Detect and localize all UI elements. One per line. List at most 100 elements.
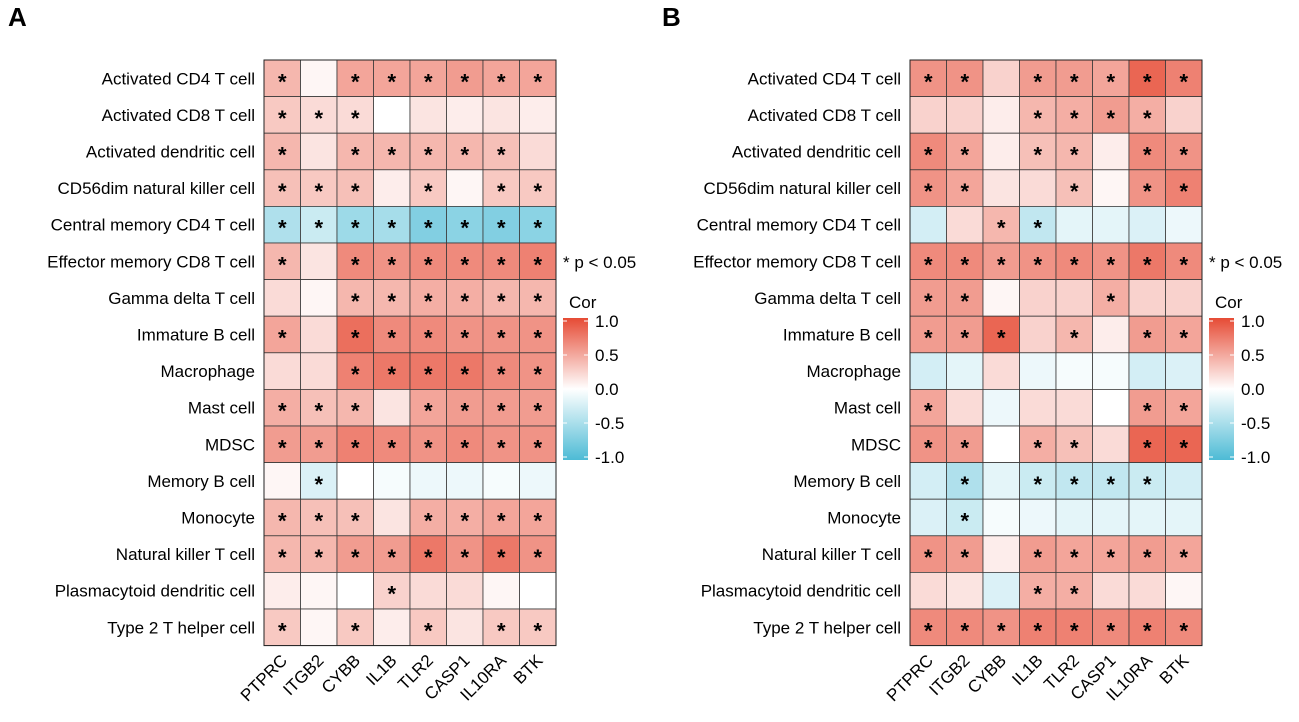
heatmap-cell [446, 572, 484, 610]
heatmap-cell [409, 425, 447, 463]
heatmap-cell [946, 388, 984, 427]
heatmap-cell [1092, 279, 1130, 317]
significance-star: * [1033, 618, 1042, 643]
heatmap-cell [1165, 352, 1203, 390]
row-label: Gamma delta T cell [108, 289, 255, 308]
significance-star: * [278, 179, 287, 204]
significance-star: * [1033, 69, 1042, 94]
heatmap-cell [373, 572, 411, 610]
heatmap-cell [409, 352, 447, 390]
significance-star: * [997, 618, 1006, 643]
significance-star: * [278, 216, 287, 241]
heatmap-cell [336, 388, 374, 427]
heatmap-cell [1092, 132, 1130, 171]
heatmap-cell [1092, 388, 1130, 427]
heatmap-cell [982, 535, 1020, 573]
significance-star: * [278, 435, 287, 460]
heatmap-cell [300, 352, 338, 390]
significance-star: * [351, 106, 360, 131]
heatmap-cell [300, 462, 338, 500]
heatmap-cell [1092, 425, 1130, 463]
column-label: BTK [1156, 651, 1193, 688]
significance-star: * [460, 399, 469, 424]
significance-star: * [351, 69, 360, 94]
heatmap-cell [1055, 608, 1093, 646]
significance-star: * [387, 289, 396, 314]
heatmap-cell [373, 425, 411, 463]
heatmap-cell [1019, 352, 1057, 390]
row-label: Memory B cell [793, 472, 901, 491]
significance-star: * [278, 399, 287, 424]
column-label: IL1B [362, 651, 400, 689]
significance-star: * [497, 399, 506, 424]
significance-star: * [1143, 435, 1152, 460]
significance-star: * [424, 435, 433, 460]
significance-star: * [460, 216, 469, 241]
heatmap-cell [1165, 315, 1203, 354]
heatmap-cell [446, 498, 484, 537]
significance-star: * [1070, 143, 1079, 168]
significance-star: * [1143, 399, 1152, 424]
significance-star: * [1143, 69, 1152, 94]
significance-star: * [960, 289, 969, 314]
heatmap-cell [909, 279, 947, 317]
heatmap-cell [519, 169, 557, 207]
heatmap-cell [336, 572, 374, 610]
heatmap-cell [519, 462, 557, 500]
significance-star: * [1070, 179, 1079, 204]
heatmap-cell [1055, 279, 1093, 317]
heatmap-cell [519, 315, 557, 354]
heatmap-cell [1019, 498, 1057, 537]
heatmap-cell [409, 96, 447, 134]
significance-star: * [533, 545, 542, 570]
heatmap-panel-b: B * * * * * * * * * * * * * * * * * * * * * * * * * * * * * * * * * * * * * * *… [662, 2, 1282, 705]
heatmap-cell [300, 572, 338, 610]
significance-star: * [960, 252, 969, 277]
heatmap-cell [1055, 96, 1093, 134]
significance-star: * [997, 252, 1006, 277]
significance-star: * [533, 509, 542, 534]
heatmap-cell [482, 572, 520, 610]
heatmap-cell [1128, 132, 1166, 171]
significance-star: * [497, 326, 506, 351]
significance-star: * [1033, 252, 1042, 277]
heatmap-cell [909, 205, 947, 244]
legend-title: Cor [569, 293, 597, 312]
heatmap-cell [909, 96, 947, 134]
heatmap-cell [982, 352, 1020, 390]
legend-colorbar [563, 318, 588, 460]
significance-star: * [424, 362, 433, 387]
heatmap-cell [482, 425, 520, 463]
significance-star: * [533, 289, 542, 314]
heatmap-cell [982, 572, 1020, 610]
legend-tick-label: -1.0 [595, 448, 624, 467]
significance-star: * [1106, 289, 1115, 314]
significance-star: * [497, 618, 506, 643]
significance-star: * [314, 435, 323, 460]
heatmap-cell [409, 205, 447, 244]
heatmap-cell [336, 315, 374, 354]
significance-star: * [960, 618, 969, 643]
significance-star: * [960, 326, 969, 351]
heatmap-cell [482, 462, 520, 500]
row-label: Type 2 T helper cell [107, 618, 255, 637]
heatmap-cell [263, 498, 301, 537]
heatmap-cell [1019, 279, 1057, 317]
row-label: Plasmacytoid dendritic cell [701, 582, 901, 601]
significance-star: * [924, 545, 933, 570]
significance-star: * [314, 179, 323, 204]
significance-star: * [1033, 582, 1042, 607]
significance-star: * [278, 252, 287, 277]
significance-star: * [497, 69, 506, 94]
heatmap-cell [1165, 205, 1203, 244]
column-label: ITGB2 [279, 651, 327, 699]
heatmap-cell [336, 96, 374, 134]
significance-star: * [1033, 435, 1042, 460]
significance-star: * [533, 399, 542, 424]
significance-star: * [497, 289, 506, 314]
heatmap-cell [446, 425, 484, 463]
heatmap-cell [1055, 498, 1093, 537]
heatmap-cell [519, 498, 557, 537]
heatmap-cell [982, 462, 1020, 500]
significance-star: * [351, 179, 360, 204]
